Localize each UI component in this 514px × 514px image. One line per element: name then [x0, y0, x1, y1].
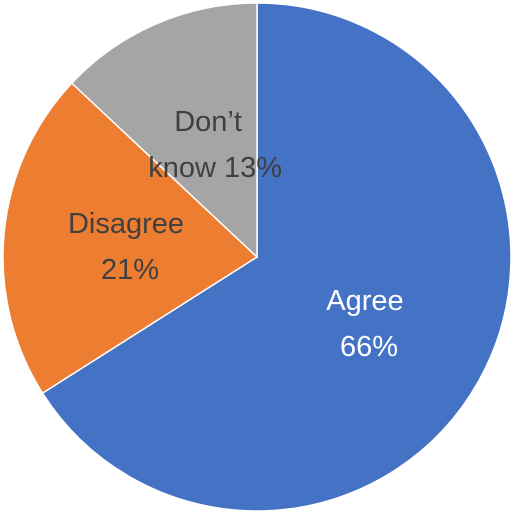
slice-label-disagree-name: Disagree — [68, 208, 184, 240]
pie-slice-agree — [41, 2, 512, 512]
slice-label-disagree-value: 21% — [101, 254, 159, 286]
slice-label-dont-know-value: know 13% — [148, 152, 282, 184]
slice-label-agree-name: Agree — [326, 285, 403, 317]
slice-label-agree-value: 66% — [340, 331, 398, 363]
slice-label-dont-know: Don’t know 13% — [148, 106, 282, 184]
pie-slice-disagree — [2, 82, 259, 395]
slice-label-disagree: Disagree 21% — [68, 208, 192, 286]
pie-slice-don-t-know — [70, 2, 258, 259]
slice-label-dont-know-name: Don’t — [174, 106, 242, 138]
slice-label-agree: Agree 66% — [326, 285, 411, 363]
